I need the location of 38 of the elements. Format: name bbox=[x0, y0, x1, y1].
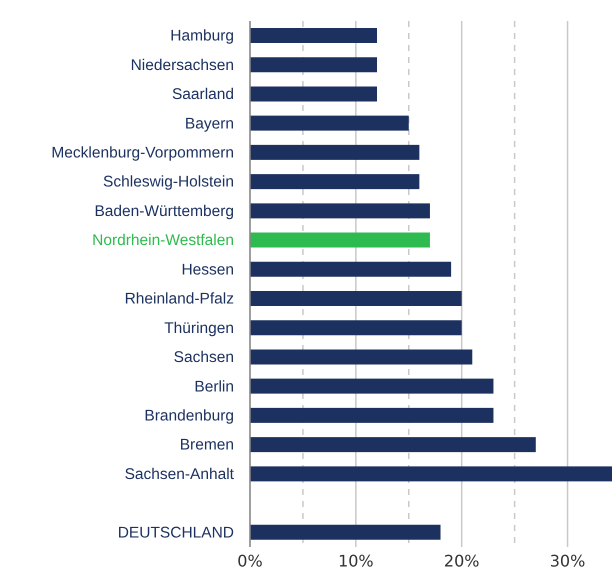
y-tick-label: Thüringen bbox=[164, 320, 234, 337]
bar bbox=[250, 524, 441, 540]
y-tick-label: Saarland bbox=[172, 86, 234, 104]
bar bbox=[250, 378, 494, 394]
y-tick-label: DEUTSCHLAND bbox=[118, 524, 234, 542]
bar bbox=[250, 232, 430, 248]
bar bbox=[250, 291, 462, 306]
y-tick-label: Hamburg bbox=[170, 28, 234, 45]
bar bbox=[250, 408, 494, 423]
bar bbox=[250, 57, 378, 72]
bar bbox=[250, 174, 420, 190]
bar bbox=[250, 203, 430, 218]
y-tick-label: Hessen bbox=[181, 261, 234, 278]
bar bbox=[250, 466, 612, 482]
bar bbox=[250, 349, 472, 364]
x-tick-label: 30% bbox=[550, 551, 586, 570]
y-tick-label: Sachsen-Anhalt bbox=[124, 466, 235, 483]
bar bbox=[250, 86, 378, 102]
bar bbox=[250, 262, 452, 277]
y-tick-label: Sachsen bbox=[174, 349, 234, 366]
y-tick-label: Bayern bbox=[184, 115, 234, 132]
bar bbox=[250, 116, 409, 131]
y-tick-label: Brandenburg bbox=[144, 408, 234, 424]
bar bbox=[250, 28, 378, 43]
x-tick-label: 20% bbox=[444, 551, 480, 570]
y-tick-label: Niedersachsen bbox=[130, 56, 234, 74]
y-tick-label: Mecklenburg-Vorpommern bbox=[51, 144, 234, 162]
y-tick-label: Rheinland-Pfalz bbox=[124, 290, 234, 308]
x-tick-label: 10% bbox=[338, 551, 374, 570]
y-tick-label: Bremen bbox=[180, 436, 234, 454]
y-tick-label: Nordrhein-Westfalen bbox=[92, 232, 234, 250]
bar bbox=[250, 144, 420, 160]
y-tick-label: Berlin bbox=[194, 378, 234, 396]
y-tick-label: Schleswig-Holstein bbox=[103, 174, 234, 191]
x-tick-label: 0% bbox=[237, 551, 263, 570]
bar bbox=[250, 320, 462, 336]
y-tick-label: Baden-Württemberg bbox=[94, 202, 234, 220]
bar bbox=[250, 437, 536, 452]
